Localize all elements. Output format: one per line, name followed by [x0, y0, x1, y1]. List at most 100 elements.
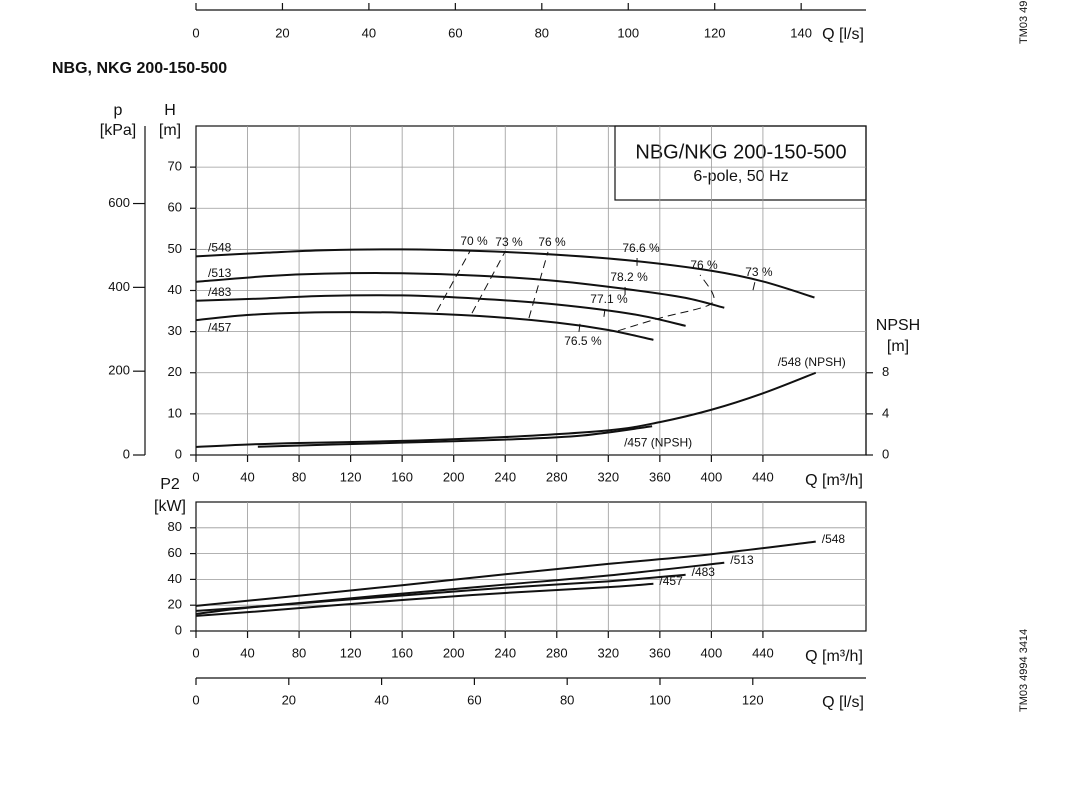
x-tick-label: 100	[649, 692, 671, 707]
x-tick-label: 240	[494, 645, 516, 660]
efficiency-label: 76.6 %	[622, 241, 660, 255]
plot-frame	[195, 501, 867, 632]
curve	[195, 272, 725, 309]
x-tick-label: 40	[240, 645, 254, 660]
x-tick-label: 200	[443, 645, 465, 660]
code: TM03 49	[1018, 1, 1030, 44]
heading: NBG, NKG 200-150-500	[52, 60, 227, 77]
efficiency-label: 76.5 %	[564, 334, 602, 348]
efficiency-line	[471, 251, 506, 314]
x-tick-label: 400	[701, 645, 723, 660]
x-tick-label: 320	[597, 645, 619, 660]
y-tick-label: 70	[168, 159, 182, 174]
efficiency-line	[436, 250, 471, 312]
x-tick-label: 80	[292, 469, 306, 484]
curve	[195, 561, 725, 612]
x-tick-label: 440	[752, 645, 774, 660]
x-tick-label: 20	[275, 25, 289, 40]
y-tick-label: 40	[168, 571, 182, 586]
efficiency-label: 73 %	[495, 235, 523, 249]
y-tick-label: 40	[168, 282, 182, 297]
axis-label: NPSH	[876, 317, 920, 334]
code: TM03 4994 3414	[1018, 629, 1030, 712]
y2-tick-label: 8	[882, 364, 889, 379]
axis-label: [kW]	[154, 498, 186, 515]
x-tick-label: 280	[546, 645, 568, 660]
curve-label: /513	[730, 553, 754, 567]
x-tick-label: 200	[443, 469, 465, 484]
x-tick-label: 40	[362, 25, 376, 40]
x-tick-label: 280	[546, 469, 568, 484]
curve-label: /483	[692, 565, 716, 579]
x-tick-label: 0	[192, 469, 199, 484]
y-tick-label: 60	[168, 545, 182, 560]
y-tick-label: 10	[168, 405, 182, 420]
efficiency-label: 77.1 %	[590, 292, 628, 306]
curve	[195, 311, 654, 341]
axis-label: [kPa]	[100, 122, 136, 139]
x-tick-label: 360	[649, 469, 671, 484]
axis-label: Q [m³/h]	[805, 648, 863, 665]
x-tick-label: 120	[340, 645, 362, 660]
axis-label: [m]	[159, 122, 181, 139]
curve-label: /483	[208, 285, 232, 299]
y-tick-label: 60	[168, 200, 182, 215]
p-tick-label: 200	[108, 363, 130, 378]
efficiency-label: 73 %	[745, 265, 773, 279]
title-box	[614, 125, 867, 201]
x-tick-label: 80	[560, 692, 574, 707]
y-tick-label: 50	[168, 241, 182, 256]
curve-label: /548	[822, 532, 846, 546]
x-tick-label: 100	[617, 25, 639, 40]
x-tick-label: 320	[597, 469, 619, 484]
y-tick-label: 30	[168, 323, 182, 338]
axis-label: P2	[160, 476, 180, 493]
x-tick-label: 40	[240, 469, 254, 484]
y2-tick-label: 4	[882, 405, 889, 420]
efficiency-line	[752, 281, 756, 291]
x-tick-label: 120	[704, 25, 726, 40]
curve-label: /513	[208, 266, 232, 280]
x-tick-label: 60	[467, 692, 481, 707]
x-tick-label: 20	[282, 692, 296, 707]
x-tick-label: 140	[790, 25, 812, 40]
curve	[195, 540, 816, 607]
p-tick-label: 400	[108, 279, 130, 294]
curve	[195, 248, 815, 299]
x-tick-label: 400	[701, 469, 723, 484]
p-tick-label: 600	[108, 195, 130, 210]
y-tick-label: 0	[175, 446, 182, 461]
y2-tick-label: 0	[882, 446, 889, 461]
chart-title: NBG/NKG 200-150-500	[635, 141, 846, 163]
axis-label: Q [l/s]	[822, 694, 864, 711]
x-tick-label: 80	[292, 645, 306, 660]
x-tick-label: 120	[340, 469, 362, 484]
x-tick-label: 360	[649, 645, 671, 660]
efficiency-line	[528, 251, 549, 319]
curve-label: /457 (NPSH)	[624, 435, 692, 449]
x-tick-label: 240	[494, 469, 516, 484]
chart-subtitle: 6-pole, 50 Hz	[693, 168, 788, 185]
axis-label: Q [l/s]	[822, 26, 864, 43]
curve-label: /457	[208, 320, 232, 334]
curve	[195, 573, 686, 615]
curve	[195, 582, 654, 617]
x-tick-label: 0	[192, 645, 199, 660]
efficiency-label: 76 %	[538, 235, 566, 249]
x-tick-label: 120	[742, 692, 764, 707]
curve-label: /548	[208, 241, 232, 255]
axis-label: Q [m³/h]	[805, 472, 863, 489]
y-tick-label: 0	[175, 622, 182, 637]
efficiency-line	[578, 323, 581, 333]
curve	[257, 425, 653, 448]
x-tick-label: 0	[192, 692, 199, 707]
x-tick-label: 80	[535, 25, 549, 40]
axis-label: p	[114, 102, 123, 119]
y-tick-label: 20	[168, 364, 182, 379]
y-tick-label: 20	[168, 597, 182, 612]
x-tick-label: 0	[192, 25, 199, 40]
x-tick-label: 60	[448, 25, 462, 40]
p-tick-label: 0	[123, 446, 130, 461]
efficiency-label: 78.2 %	[610, 270, 648, 284]
